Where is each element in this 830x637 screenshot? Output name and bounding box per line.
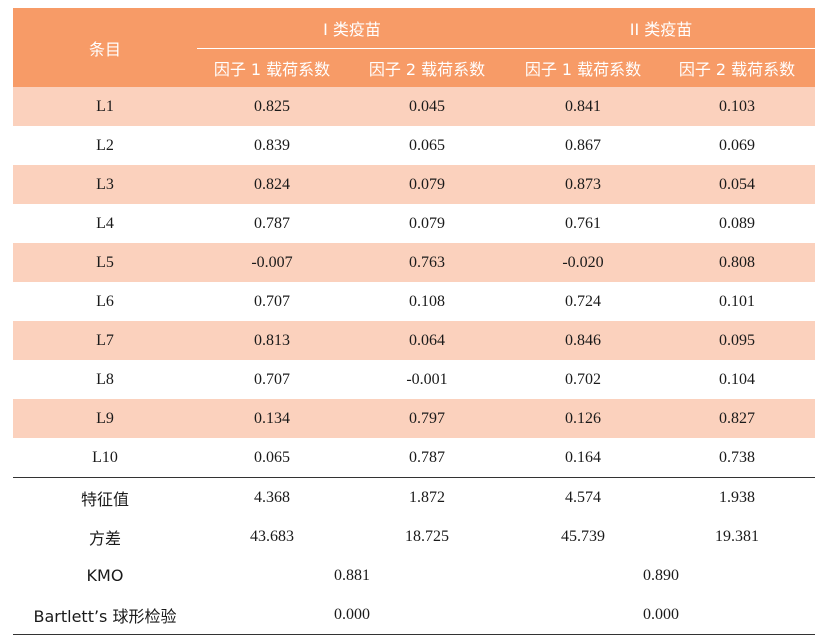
table-row: L10 0.065 0.787 0.164 0.738: [13, 438, 815, 478]
bartlett-g1: 0.000: [197, 595, 507, 635]
cell-g1f1: 0.824: [197, 165, 347, 204]
cell-g1f1: 0.825: [197, 87, 347, 126]
table-row: L6 0.707 0.108 0.724 0.101: [13, 282, 815, 321]
cell-g2f2: 0.103: [659, 87, 815, 126]
row-item-label: L1: [13, 87, 197, 126]
cell-g2f1: 0.761: [565, 214, 601, 232]
row-item-label: L2: [96, 136, 114, 154]
kmo-label: KMO: [86, 566, 124, 585]
cell-g2f1: 0.867: [565, 136, 601, 154]
cell-g2f2: 0.827: [659, 399, 815, 438]
cell-g2f1: 0.841: [507, 87, 659, 126]
row-item-label: L6: [96, 292, 114, 310]
variance-g2f2: 19.381: [715, 527, 759, 545]
bartlett-row: Bartlett’s 球形检验 0.000 0.000: [13, 595, 815, 635]
cell-g2f1: 0.873: [507, 165, 659, 204]
bartlett-g2: 0.000: [507, 595, 815, 635]
variance-row: 方差 43.683 18.725 45.739 19.381: [13, 517, 815, 556]
table-row: L3 0.824 0.079 0.873 0.054: [13, 165, 815, 204]
cell-g2f2: 0.101: [719, 292, 755, 310]
cell-g2f2: 0.808: [659, 243, 815, 282]
cell-g1f2: 0.079: [409, 214, 445, 232]
table-row: L5 -0.007 0.763 -0.020 0.808: [13, 243, 815, 282]
group1-header: I 类疫苗: [197, 8, 507, 49]
eigen-g1f1: 4.368: [197, 477, 347, 517]
subheader-g2-factor1: 因子 1 载荷系数: [507, 48, 659, 87]
cell-g2f2: 0.095: [659, 321, 815, 360]
bartlett-label: Bartlett’s 球形检验: [13, 595, 197, 635]
cell-g2f1: 0.702: [565, 370, 601, 388]
cell-g1f1: 0.707: [254, 370, 290, 388]
kmo-g1: 0.881: [334, 566, 370, 584]
row-item-label: L3: [13, 165, 197, 204]
row-item-label: L5: [13, 243, 197, 282]
kmo-row: KMO 0.881 0.890: [13, 556, 815, 595]
eigen-g2f2: 1.938: [659, 477, 815, 517]
table-row: L2 0.839 0.065 0.867 0.069: [13, 126, 815, 165]
cell-g2f1: 0.846: [507, 321, 659, 360]
row-item-label: L10: [92, 448, 118, 466]
subheader-g1-factor1: 因子 1 载荷系数: [197, 48, 347, 87]
subheader-g2-factor2: 因子 2 载荷系数: [659, 48, 815, 87]
variance-g1f1: 43.683: [250, 527, 294, 545]
table-body: L1 0.825 0.045 0.841 0.103 L2 0.839 0.065 0.867 0…: [13, 87, 815, 478]
cell-g2f1: 0.724: [565, 292, 601, 310]
table-row: L9 0.134 0.797 0.126 0.827: [13, 399, 815, 438]
table-row: L7 0.813 0.064 0.846 0.095: [13, 321, 815, 360]
group2-header: II 类疫苗: [507, 8, 815, 49]
cell-g1f1: 0.707: [254, 292, 290, 310]
eigen-g1f2: 1.872: [347, 477, 507, 517]
cell-g2f2: 0.069: [719, 136, 755, 154]
variance-g1f2: 18.725: [405, 527, 449, 545]
row-item-label: L4: [96, 214, 114, 232]
cell-g1f2: 0.763: [347, 243, 507, 282]
eigen-g2f1: 4.574: [507, 477, 659, 517]
cell-g1f2: -0.001: [406, 370, 448, 388]
cell-g1f2: 0.079: [347, 165, 507, 204]
variance-label: 方差: [88, 528, 121, 548]
eigenvalue-row: 特征值 4.368 1.872 4.574 1.938: [13, 477, 815, 517]
cell-g2f2: 0.089: [719, 214, 755, 232]
cell-g1f2: 0.797: [347, 399, 507, 438]
cell-g2f1: -0.020: [507, 243, 659, 282]
factor-loading-table-container: 条目 I 类疫苗 II 类疫苗 因子 1 载荷系数 因子 2 载荷系数 因子 1…: [13, 8, 815, 635]
table-row: L4 0.787 0.079 0.761 0.089: [13, 204, 815, 243]
cell-g1f1: 0.839: [254, 136, 290, 154]
cell-g1f1: 0.787: [254, 214, 290, 232]
cell-g1f2: 0.065: [409, 136, 445, 154]
row-item-label: L9: [13, 399, 197, 438]
cell-g1f2: 0.045: [347, 87, 507, 126]
cell-g2f2: 0.054: [659, 165, 815, 204]
subheader-g1-factor2: 因子 2 载荷系数: [347, 48, 507, 87]
cell-g1f1: 0.134: [197, 399, 347, 438]
factor-loading-table: 条目 I 类疫苗 II 类疫苗 因子 1 载荷系数 因子 2 载荷系数 因子 1…: [13, 8, 815, 635]
table-summary: 特征值 4.368 1.872 4.574 1.938 方差 43.683 18…: [13, 477, 815, 635]
cell-g1f2: 0.108: [409, 292, 445, 310]
variance-g2f1: 45.739: [561, 527, 605, 545]
eigenvalue-label: 特征值: [13, 477, 197, 517]
item-column-header: 条目: [13, 8, 197, 87]
cell-g2f1: 0.164: [565, 448, 601, 466]
row-item-label: L7: [13, 321, 197, 360]
cell-g1f1: 0.065: [254, 448, 290, 466]
cell-g1f2: 0.787: [409, 448, 445, 466]
cell-g2f2: 0.104: [719, 370, 755, 388]
cell-g1f2: 0.064: [347, 321, 507, 360]
cell-g1f1: -0.007: [197, 243, 347, 282]
table-row: L1 0.825 0.045 0.841 0.103: [13, 87, 815, 126]
cell-g1f1: 0.813: [197, 321, 347, 360]
cell-g2f1: 0.126: [507, 399, 659, 438]
kmo-g2: 0.890: [643, 566, 679, 584]
row-item-label: L8: [96, 370, 114, 388]
table-row: L8 0.707 -0.001 0.702 0.104: [13, 360, 815, 399]
cell-g2f2: 0.738: [719, 448, 755, 466]
